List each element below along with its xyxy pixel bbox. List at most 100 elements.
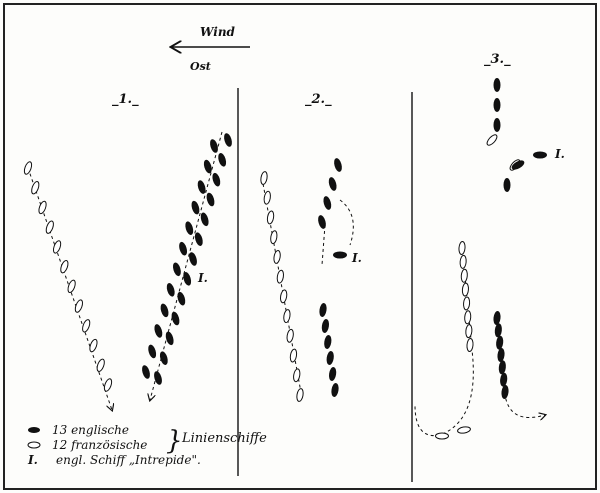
french-ship bbox=[82, 319, 91, 333]
frame bbox=[3, 3, 597, 490]
legend-intrepide-marker: I. bbox=[27, 453, 38, 467]
english-ship bbox=[171, 311, 180, 326]
panel-1-english-course bbox=[150, 131, 223, 400]
french-ship bbox=[60, 259, 69, 274]
panel-3-intrepide-label: I. bbox=[554, 147, 565, 161]
english-ship bbox=[493, 98, 501, 112]
legend-group: Linienschiffe bbox=[181, 431, 267, 446]
english-ship bbox=[497, 348, 505, 362]
french-ship bbox=[457, 426, 471, 434]
french-ship bbox=[31, 181, 40, 195]
english-ship bbox=[493, 78, 501, 92]
panel-3-label: _3._ bbox=[484, 52, 511, 67]
english-ship bbox=[185, 221, 194, 235]
english-ship bbox=[324, 335, 332, 349]
english-ship bbox=[323, 196, 332, 210]
panel-2-english-course bbox=[321, 224, 326, 266]
french-ship bbox=[103, 378, 113, 392]
french-ship bbox=[23, 161, 33, 175]
english-ship bbox=[172, 262, 181, 277]
english-ship bbox=[503, 178, 511, 192]
panel-2-intrepide-course bbox=[339, 199, 354, 246]
panel-1-label: _1._ bbox=[112, 92, 139, 107]
french-ship bbox=[460, 268, 468, 283]
english-ship bbox=[166, 283, 175, 297]
french-ship bbox=[486, 134, 498, 146]
english-ship bbox=[179, 241, 188, 256]
french-ship bbox=[38, 200, 47, 215]
french-ship bbox=[435, 432, 449, 440]
legend-english: 13 englische bbox=[52, 423, 129, 437]
french-ship bbox=[276, 269, 285, 284]
french-ship bbox=[260, 171, 268, 185]
french-ship bbox=[458, 241, 466, 255]
english-ship bbox=[334, 158, 342, 172]
french-ship bbox=[45, 220, 54, 234]
panel-2-french-course bbox=[261, 177, 303, 399]
english-ship bbox=[331, 383, 339, 397]
french-ship bbox=[465, 324, 473, 339]
english-ship bbox=[494, 323, 502, 338]
english-ship bbox=[218, 153, 227, 167]
english-ship bbox=[224, 133, 232, 147]
english-ship bbox=[154, 324, 163, 338]
french-ship bbox=[52, 240, 62, 254]
english-ship bbox=[142, 365, 150, 379]
french-ship bbox=[67, 279, 76, 294]
french-ship bbox=[286, 328, 294, 343]
english-ship bbox=[200, 212, 209, 227]
english-ship bbox=[210, 139, 218, 153]
french-ship bbox=[464, 310, 472, 325]
french-ship bbox=[289, 348, 298, 363]
wind-indicator: Wind Ost bbox=[172, 25, 250, 73]
legend-intrepide: engl. Schiff „Intrepide". bbox=[56, 453, 201, 467]
english-ship bbox=[197, 180, 206, 194]
french-ship bbox=[279, 289, 288, 304]
french-ship bbox=[466, 338, 474, 352]
intrepide-ship bbox=[533, 151, 547, 159]
english-ship bbox=[493, 311, 501, 325]
legend: 13 englische 12 französische } Liniensch… bbox=[27, 423, 267, 467]
english-ship bbox=[326, 351, 334, 365]
english-ship bbox=[189, 252, 197, 266]
english-ship bbox=[328, 367, 337, 381]
wind-direction: Ost bbox=[190, 60, 211, 73]
intrepide-ship bbox=[333, 251, 347, 259]
french-ship bbox=[96, 358, 105, 372]
english-ship bbox=[183, 272, 192, 286]
legend-brace: } bbox=[166, 426, 183, 456]
panel-1-intrepide-label: I. bbox=[197, 271, 208, 285]
panel-2-intrepide-label: I. bbox=[351, 251, 362, 265]
english-ship bbox=[498, 360, 506, 375]
english-ship bbox=[203, 159, 212, 174]
english-ship bbox=[212, 172, 221, 187]
english-ship bbox=[206, 192, 215, 207]
english-ship bbox=[318, 215, 326, 229]
french-ship bbox=[283, 309, 291, 324]
french-ship bbox=[459, 254, 467, 269]
english-ship bbox=[165, 331, 174, 346]
english-ship bbox=[177, 291, 186, 306]
english-ship bbox=[511, 160, 525, 170]
french-ship bbox=[293, 368, 301, 383]
french-ship-icon bbox=[27, 441, 41, 449]
panel-3-french-course bbox=[414, 244, 474, 437]
french-ship bbox=[463, 296, 471, 311]
english-ship bbox=[154, 371, 162, 385]
french-ship bbox=[296, 388, 304, 402]
french-ship bbox=[270, 230, 278, 245]
english-ship bbox=[501, 385, 509, 399]
english-ship bbox=[160, 303, 169, 318]
french-ship bbox=[89, 338, 98, 353]
english-ship-icon bbox=[28, 427, 40, 433]
english-ship bbox=[321, 319, 330, 333]
ships-layer bbox=[23, 78, 547, 440]
english-ship bbox=[148, 344, 157, 359]
french-ship bbox=[74, 299, 84, 313]
english-ship bbox=[319, 303, 327, 317]
legend-french: 12 französische bbox=[52, 438, 147, 452]
english-ship bbox=[496, 335, 504, 350]
english-ship bbox=[493, 118, 501, 132]
